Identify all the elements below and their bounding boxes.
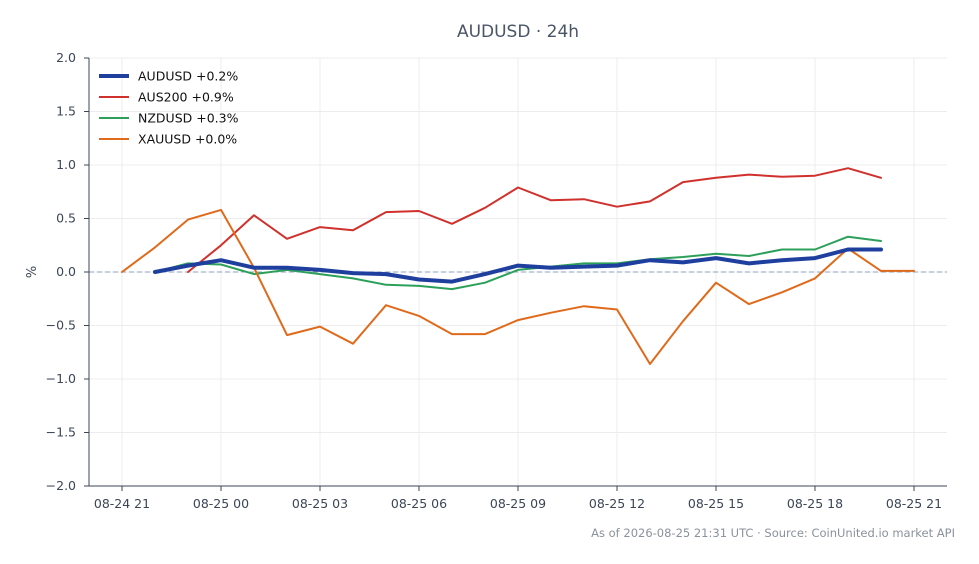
y-tick-label: 2.0 bbox=[56, 50, 76, 65]
y-tick-label: −0.5 bbox=[46, 318, 76, 333]
x-tick-label: 08-25 15 bbox=[688, 496, 744, 511]
chart-title: AUDUSD · 24h bbox=[457, 22, 579, 42]
legend: AUDUSD +0.2% AUS200 +0.9% NZDUSD +0.3% XAUU… bbox=[99, 69, 239, 147]
footer-source-note: As of 2026-08-25 21:31 UTC · Source: Coi… bbox=[591, 526, 955, 540]
y-axis-ticks: 2.0 1.5 1.0 0.5 0.0 −0.5 −1.0 −1.5 −2.0 bbox=[46, 50, 89, 493]
series-line-1 bbox=[153, 247, 883, 284]
y-axis-label: % bbox=[25, 266, 40, 278]
x-tick-label: 08-25 21 bbox=[886, 496, 942, 511]
x-tick-label: 08-25 00 bbox=[193, 496, 249, 511]
x-tick-label: 08-24 21 bbox=[94, 496, 150, 511]
y-tick-label: −2.0 bbox=[46, 478, 76, 493]
legend-label: NZDUSD +0.3% bbox=[138, 111, 239, 126]
y-tick-label: −1.0 bbox=[46, 371, 76, 386]
series-line-3 bbox=[154, 235, 882, 291]
legend-label: AUS200 +0.9% bbox=[138, 90, 234, 105]
y-tick-label: −1.5 bbox=[46, 425, 76, 440]
x-tick-label: 08-25 18 bbox=[787, 496, 843, 511]
y-tick-label: 0.0 bbox=[56, 264, 76, 279]
legend-label: XAUUSD +0.0% bbox=[138, 132, 237, 147]
series-line-2 bbox=[187, 167, 882, 273]
x-tick-label: 08-25 12 bbox=[589, 496, 645, 511]
y-tick-label: 1.5 bbox=[56, 104, 76, 119]
y-tick-label: 0.5 bbox=[56, 211, 76, 226]
legend-label: AUDUSD +0.2% bbox=[138, 69, 238, 84]
x-tick-label: 08-25 06 bbox=[391, 496, 447, 511]
x-axis-ticks: 08-24 21 08-25 00 08-25 03 08-25 06 08-25 09… bbox=[94, 486, 942, 511]
x-tick-label: 08-25 09 bbox=[490, 496, 546, 511]
y-tick-label: 1.0 bbox=[56, 157, 76, 172]
series-layer bbox=[121, 167, 915, 365]
x-tick-label: 08-25 03 bbox=[292, 496, 348, 511]
